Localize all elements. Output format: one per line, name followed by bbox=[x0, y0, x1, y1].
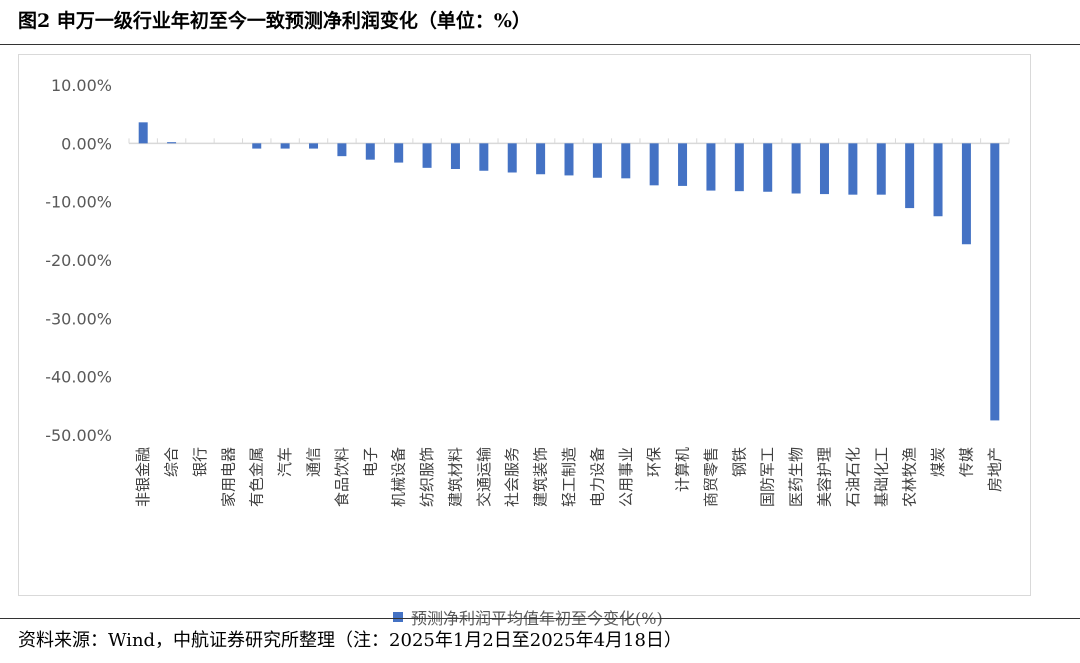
category-label: 轻工制造 bbox=[560, 447, 578, 507]
y-tick-label: 0.00% bbox=[61, 134, 112, 153]
source-note: 资料来源：Wind，中航证券研究所整理（注：2025年1月2日至2025年4月1… bbox=[18, 630, 682, 651]
bar bbox=[734, 143, 744, 192]
bar bbox=[394, 143, 404, 163]
bar bbox=[592, 143, 602, 178]
category-label: 银行 bbox=[191, 447, 209, 477]
category-label: 通信 bbox=[305, 447, 323, 477]
bar bbox=[280, 143, 290, 149]
bar bbox=[990, 143, 1000, 421]
bottom-rule bbox=[0, 618, 1080, 619]
bar bbox=[422, 143, 432, 168]
bar bbox=[536, 143, 546, 175]
bar bbox=[933, 143, 943, 217]
category-label: 家用电器 bbox=[219, 447, 237, 507]
bar bbox=[876, 143, 886, 195]
bar bbox=[819, 143, 829, 195]
category-label: 电力设备 bbox=[588, 447, 606, 507]
bar bbox=[848, 143, 858, 195]
category-label: 交通运输 bbox=[475, 447, 493, 507]
category-label: 建筑装饰 bbox=[532, 447, 550, 507]
y-tick-label: -40.00% bbox=[45, 368, 112, 387]
bar bbox=[791, 143, 801, 194]
bar bbox=[706, 143, 716, 191]
bar bbox=[905, 143, 915, 209]
category-label: 医药生物 bbox=[787, 447, 805, 507]
category-label: 石油石化 bbox=[844, 447, 862, 507]
bar bbox=[507, 143, 517, 173]
category-label: 建筑材料 bbox=[446, 447, 464, 507]
category-label: 钢铁 bbox=[730, 447, 748, 477]
category-label: 公用事业 bbox=[617, 447, 635, 507]
category-label: 综合 bbox=[163, 447, 181, 477]
category-label: 汽车 bbox=[276, 447, 294, 477]
chart-frame: 10.00% 0.00% -10.00% -20.00% -30.00% -40.00% -… bbox=[18, 54, 1031, 628]
bar bbox=[621, 143, 631, 179]
legend-swatch bbox=[393, 612, 403, 622]
category-label: 机械设备 bbox=[390, 447, 408, 507]
bar bbox=[649, 143, 659, 186]
category-label: 农林牧渔 bbox=[901, 447, 919, 507]
y-tick-label: -30.00% bbox=[45, 309, 112, 328]
y-tick-label: -20.00% bbox=[45, 251, 112, 270]
category-label: 环保 bbox=[645, 447, 663, 477]
category-label: 食品饮料 bbox=[333, 447, 351, 507]
category-label: 煤炭 bbox=[929, 447, 947, 477]
bar bbox=[337, 143, 347, 157]
bar bbox=[678, 143, 688, 186]
category-label: 国防军工 bbox=[759, 447, 777, 507]
bar bbox=[365, 143, 375, 160]
category-label: 基础化工 bbox=[872, 447, 890, 507]
y-tick-label: -10.00% bbox=[45, 193, 112, 212]
category-label: 房地产 bbox=[986, 447, 1004, 492]
category-label: 社会服务 bbox=[503, 447, 521, 507]
bar bbox=[564, 143, 574, 176]
y-tick-label: 10.00% bbox=[51, 76, 112, 95]
bar bbox=[763, 143, 773, 192]
bar bbox=[479, 143, 489, 171]
bar-chart: 10.00% 0.00% -10.00% -20.00% -30.00% -40.00% -… bbox=[45, 76, 1010, 507]
category-label: 非银金融 bbox=[134, 447, 152, 507]
bar bbox=[961, 143, 971, 245]
category-label: 纺织服饰 bbox=[418, 447, 436, 507]
category-label: 美容护理 bbox=[815, 447, 833, 507]
figure-title: 图2 申万一级行业年初至今一致预测净利润变化（单位：%） bbox=[18, 10, 531, 32]
top-rule bbox=[0, 44, 1080, 45]
category-label: 商贸零售 bbox=[702, 447, 720, 507]
category-label: 电子 bbox=[361, 447, 379, 477]
bar bbox=[450, 143, 460, 169]
y-tick-label: -50.00% bbox=[45, 426, 112, 445]
bar bbox=[138, 122, 148, 144]
bar bbox=[309, 143, 319, 149]
bar bbox=[252, 143, 262, 149]
bar bbox=[167, 142, 177, 144]
category-label: 有色金属 bbox=[248, 447, 266, 507]
category-label: 计算机 bbox=[674, 447, 692, 492]
category-label: 传媒 bbox=[957, 447, 975, 477]
